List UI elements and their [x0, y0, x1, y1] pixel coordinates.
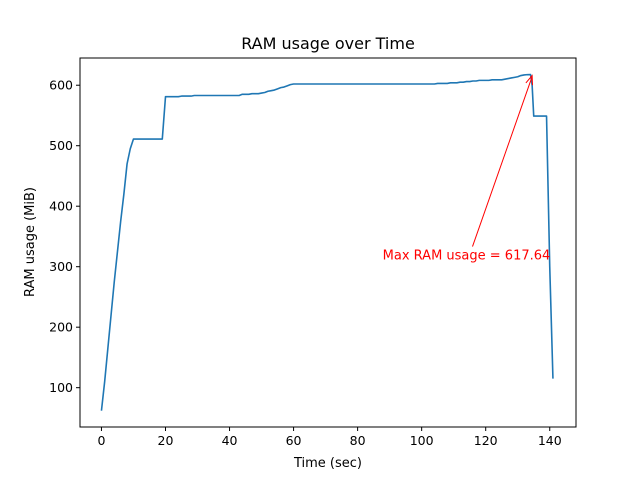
annotation-arrow — [472, 76, 533, 247]
x-axis-ticks: 0 20 40 60 80 100 120 140 — [97, 427, 562, 448]
y-tick-label: 100 — [49, 380, 73, 395]
plot-area — [100, 73, 554, 411]
x-tick-label: 80 — [350, 433, 366, 448]
y-tick-label: 400 — [49, 199, 73, 214]
annotation: Max RAM usage = 617.64 — [383, 74, 551, 264]
y-tick-label: 600 — [49, 78, 73, 93]
annotation-text: Max RAM usage = 617.64 — [383, 249, 551, 264]
x-tick-label: 120 — [474, 433, 498, 448]
x-tick-label: 140 — [538, 433, 562, 448]
x-tick-label: 60 — [286, 433, 302, 448]
annotation-arrowhead — [525, 74, 533, 86]
x-tick-label: 0 — [97, 433, 105, 448]
y-tick-label: 300 — [49, 259, 73, 274]
plot-frame — [79, 57, 577, 428]
x-tick-label: 40 — [222, 433, 238, 448]
ram-usage-line — [100, 73, 554, 411]
y-tick-label: 500 — [49, 138, 73, 153]
chart-title: RAM usage over Time — [241, 34, 415, 53]
x-tick-label: 20 — [158, 433, 174, 448]
y-axis-label: RAM usage (MiB) — [23, 187, 38, 297]
x-tick-label: 100 — [410, 433, 434, 448]
x-axis-label: Time (sec) — [293, 456, 362, 471]
y-tick-label: 200 — [49, 320, 73, 335]
y-axis-ticks: 100 200 300 400 500 600 — [49, 78, 80, 395]
